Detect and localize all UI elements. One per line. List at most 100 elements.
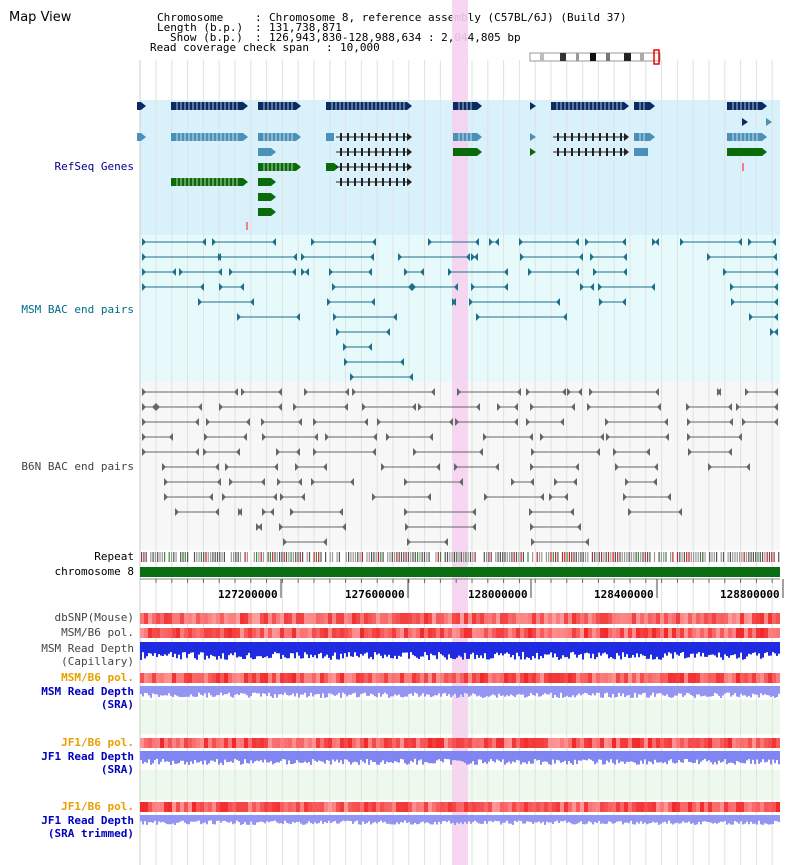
polymorphism-cell <box>740 613 744 624</box>
polymorphism-cell <box>468 673 472 683</box>
polymorphism-cell <box>384 628 388 638</box>
read-depth-bar <box>550 815 552 823</box>
read-depth-bar <box>352 815 354 824</box>
repeat-element <box>571 552 573 562</box>
track-label-msm-b6-pol-2[interactable]: MSM/B6 pol. <box>61 671 134 684</box>
polymorphism-cell <box>528 613 532 624</box>
read-depth-bar <box>750 686 752 698</box>
read-depth-bar <box>226 642 228 660</box>
polymorphism-cell <box>520 738 524 748</box>
gene-exon <box>340 178 342 186</box>
read-depth-bar <box>260 686 262 697</box>
read-depth-bar <box>668 642 670 653</box>
polymorphism-cell <box>304 673 308 683</box>
track-label-jf1-b6-pol-2[interactable]: JF1/B6 pol. <box>61 800 134 813</box>
read-depth-bar <box>298 686 300 698</box>
read-depth-bar <box>720 815 722 822</box>
track-label-dbsnp[interactable]: dbSNP(Mouse) <box>54 611 134 624</box>
gene-exon <box>585 133 587 141</box>
polymorphism-cell <box>152 613 156 624</box>
track-label-b6n-bac[interactable]: B6N BAC end pairs <box>21 460 134 473</box>
polymorphism-cell <box>384 613 388 624</box>
read-depth-bar <box>202 686 204 696</box>
track-label-msm-b6-pol[interactable]: MSM/B6 pol. <box>61 626 134 639</box>
axis-tick-label: 128000000 <box>468 588 528 601</box>
polymorphism-cell <box>588 613 592 624</box>
polymorphism-cell <box>412 802 416 812</box>
track-label-jf1-depth-sra[interactable]: JF1 Read Depth <box>41 750 134 763</box>
read-depth-bar <box>530 751 532 764</box>
read-depth-bar <box>276 751 278 763</box>
b6n-bac-pair-end <box>215 508 219 516</box>
polymorphism-cell <box>716 613 720 624</box>
polymorphism-cell <box>400 673 404 683</box>
polymorphism-cell <box>240 613 244 624</box>
polymorphism-cell <box>160 802 164 812</box>
gene-marker <box>742 163 744 171</box>
polymorphism-cell <box>572 613 576 624</box>
read-depth-bar <box>528 751 530 762</box>
read-depth-bar <box>742 686 744 696</box>
track-label-refseq[interactable]: RefSeq Genes <box>54 160 134 173</box>
polymorphism-cell <box>304 802 308 812</box>
read-depth-bar <box>768 815 770 825</box>
repeat-element <box>182 552 184 562</box>
repeat-element <box>354 552 357 562</box>
track-label-chromosome[interactable]: chromosome 8 <box>54 565 134 578</box>
read-depth-bar <box>754 686 756 695</box>
repeat-element <box>610 552 612 562</box>
polymorphism-cell <box>540 738 544 748</box>
read-depth-bar <box>362 686 364 694</box>
read-depth-bar <box>450 815 452 824</box>
polymorphism-cell <box>600 673 604 683</box>
polymorphism-cell <box>404 738 408 748</box>
b6n-bac-pair-end <box>606 433 610 441</box>
polymorphism-cell <box>204 802 208 812</box>
read-depth-bar <box>496 686 498 698</box>
read-depth-bar <box>142 686 144 697</box>
polymorphism-cell <box>492 802 496 812</box>
read-depth-bar <box>380 815 382 821</box>
read-depth-bar <box>654 751 656 760</box>
read-depth-bar <box>506 642 508 653</box>
read-depth-bar <box>440 751 442 762</box>
polymorphism-cell <box>488 738 492 748</box>
track-label-msm-bac[interactable]: MSM BAC end pairs <box>21 303 134 316</box>
track-label-msm-depth-capillary[interactable]: MSM Read Depth <box>41 642 134 655</box>
read-depth-bar <box>182 642 184 653</box>
msm-bac-pair-end <box>301 268 305 276</box>
polymorphism-cell <box>260 802 264 812</box>
polymorphism-cell <box>692 613 696 624</box>
b6n-bac-pair-end <box>293 403 297 411</box>
repeat-element <box>338 552 340 562</box>
read-depth-bar <box>310 751 312 765</box>
track-label-msm-depth-sra[interactable]: MSM Read Depth <box>41 685 134 698</box>
track-label-jf1-depth-trimmed[interactable]: JF1 Read Depth <box>41 814 134 827</box>
gene-block <box>258 178 271 186</box>
b6n-bac-pair-end <box>412 403 416 411</box>
polymorphism-cell <box>736 802 740 812</box>
polymorphism-cell <box>244 738 248 748</box>
polymorphism-cell <box>524 628 528 638</box>
polymorphism-cell <box>496 738 500 748</box>
msm-bac-pair-end <box>655 238 659 246</box>
polymorphism-cell <box>316 613 320 624</box>
read-depth-bar <box>582 815 584 824</box>
gene-exon <box>599 133 601 141</box>
polymorphism-cell <box>664 738 668 748</box>
polymorphism-cell <box>376 802 380 812</box>
read-depth-bar <box>770 686 772 697</box>
b6n-bac-pair-end <box>243 433 247 441</box>
read-depth-bar <box>620 686 622 697</box>
polymorphism-cell <box>660 738 664 748</box>
read-depth-bar <box>478 815 480 824</box>
repeat-element <box>635 552 637 562</box>
read-depth-bar <box>480 815 482 824</box>
read-depth-bar <box>656 815 658 823</box>
track-label-repeat[interactable]: Repeat <box>94 550 134 563</box>
read-depth-bar <box>546 751 548 762</box>
show-value: 126,943,830-128,988,634 : 2,044,805 bp <box>269 31 521 44</box>
polymorphism-cell <box>164 628 168 638</box>
track-label-jf1-b6-pol[interactable]: JF1/B6 pol. <box>61 736 134 749</box>
